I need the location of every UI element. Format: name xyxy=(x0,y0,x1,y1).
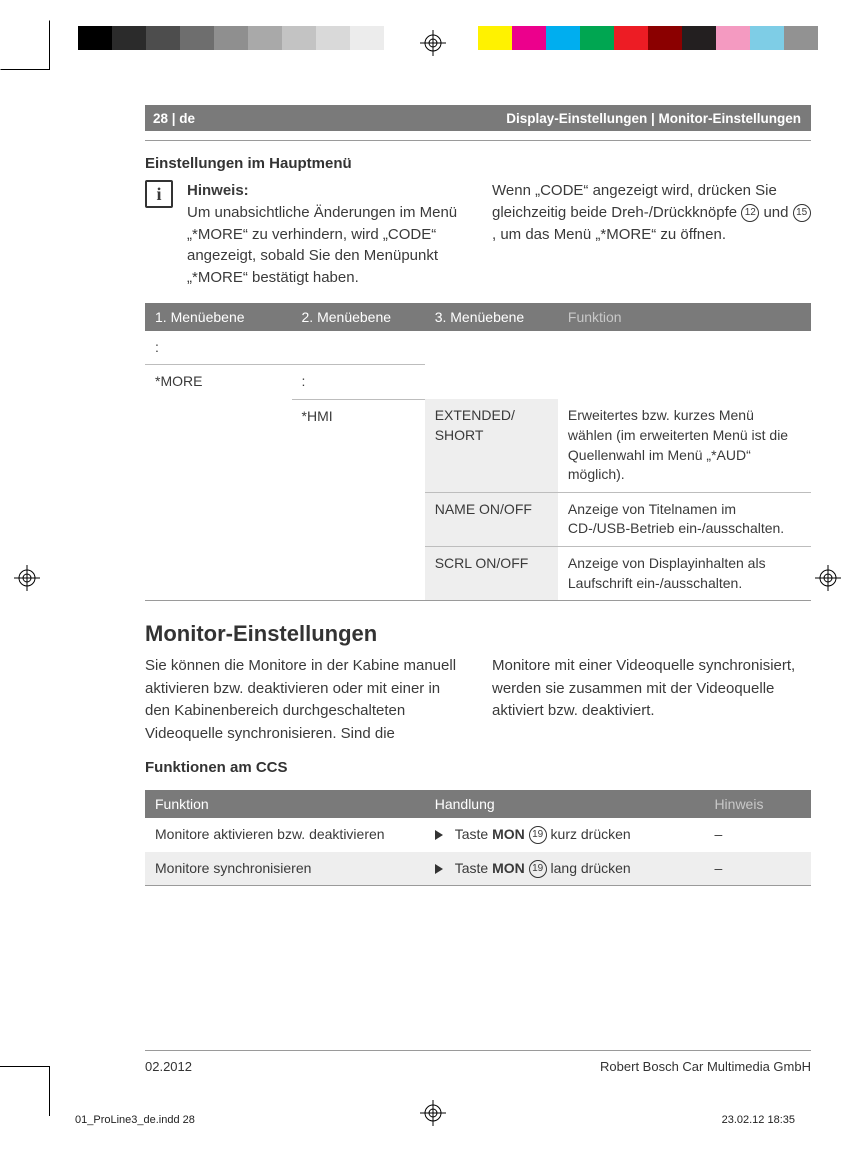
cell: *HMI xyxy=(292,399,425,600)
crop-mark-icon xyxy=(0,20,50,70)
running-head: 28 | de Display-Einstellungen | Monitor-… xyxy=(145,105,811,131)
page-footer: 02.2012 Robert Bosch Car Multimedia GmbH xyxy=(145,1050,811,1074)
registration-mark-icon xyxy=(420,30,446,56)
triangle-bullet-icon xyxy=(435,864,443,874)
triangle-bullet-icon xyxy=(435,830,443,840)
page-content: 28 | de Display-Einstellungen | Monitor-… xyxy=(145,105,811,886)
cell: Anzeige von Titelnamen im CD-/USB-Betrie… xyxy=(558,492,811,546)
menu-levels-table: 1. Menüebene 2. Menüebene 3. Menüebene F… xyxy=(145,303,811,601)
cell: : xyxy=(145,331,292,365)
cell: – xyxy=(704,852,811,886)
cell xyxy=(292,331,425,365)
registration-mark-icon xyxy=(14,565,40,591)
code-text-pre: Wenn „CODE“ angezeigt wird, drücken Sie … xyxy=(492,182,777,221)
monitor-body-right: Monitore mit einer Videoquelle synchroni… xyxy=(492,655,811,745)
btn-ref-19: 19 xyxy=(529,826,547,844)
cell: Erweitertes bzw. kurzes Menü wählen (im … xyxy=(558,399,811,492)
cell: NAME ON/OFF xyxy=(425,492,558,546)
cell: – xyxy=(704,818,811,852)
slug-timestamp: 23.02.12 18:35 xyxy=(722,1114,795,1126)
registration-mark-icon xyxy=(815,565,841,591)
info-icon: i xyxy=(145,180,173,208)
txt: Taste xyxy=(455,860,492,876)
cell: Anzeige von Displayinhalten als Laufschr… xyxy=(558,547,811,601)
cell: *MORE xyxy=(145,365,292,601)
subheading-hauptmenu: Einstellungen im Hauptmenü xyxy=(145,155,811,172)
code-text-post: , um das Menü „*MORE“ zu öffnen. xyxy=(492,226,726,243)
th-level1: 1. Menüebene xyxy=(145,303,292,331)
th-level3: 3. Menüebene xyxy=(425,303,558,331)
knob-ref-15: 15 xyxy=(793,204,811,222)
th-level2: 2. Menüebene xyxy=(292,303,425,331)
monitor-body-left: Sie können die Monitore in der Kabine ma… xyxy=(145,655,464,745)
cell: SCRL ON/OFF xyxy=(425,547,558,601)
th-hinweis: Hinweis xyxy=(704,790,811,818)
slug-file: 01_ProLine3_de.indd 28 xyxy=(75,1114,195,1126)
cell: Taste MON 19 lang drücken xyxy=(425,852,705,886)
th-funktion: Funktion xyxy=(558,303,811,331)
indesign-slug: 01_ProLine3_de.indd 28 23.02.12 18:35 xyxy=(75,1114,795,1126)
cell: : xyxy=(292,365,425,400)
section-title: Display-Einstellungen | Monitor-Einstell… xyxy=(209,105,811,131)
knob-ref-12: 12 xyxy=(741,204,759,222)
hinweis-block: Hinweis: Um unabsichtliche Änderungen im… xyxy=(187,180,464,289)
cell: Taste MON 19 kurz drücken xyxy=(425,818,705,852)
cell: Monitore aktivieren bzw. deaktivieren xyxy=(145,818,425,852)
hinweis-label: Hinweis: xyxy=(187,182,249,199)
cell: EXTENDED/ SHORT xyxy=(425,399,558,492)
code-instruction: Wenn „CODE“ angezeigt wird, drücken Sie … xyxy=(492,180,811,289)
footer-company: Robert Bosch Car Multimedia GmbH xyxy=(600,1059,811,1074)
th-handlung: Handlung xyxy=(425,790,705,818)
footer-date: 02.2012 xyxy=(145,1059,192,1074)
ccs-functions-table: Funktion Handlung Hinweis Monitore aktiv… xyxy=(145,790,811,886)
subheading-ccs: Funktionen am CCS xyxy=(145,759,811,776)
btn-ref-19: 19 xyxy=(529,860,547,878)
page-number: 28 | de xyxy=(145,105,209,131)
th-funktion: Funktion xyxy=(145,790,425,818)
code-text-mid: und xyxy=(759,204,792,221)
btn-label: MON xyxy=(492,826,525,842)
heading-monitor: Monitor-Einstellungen xyxy=(145,621,811,647)
txt: Taste xyxy=(455,826,492,842)
crop-mark-icon xyxy=(0,1066,50,1116)
cell: Monitore synchronisieren xyxy=(145,852,425,886)
cell xyxy=(425,331,558,400)
btn-label: MON xyxy=(492,860,525,876)
txt: kurz drücken xyxy=(547,826,631,842)
hinweis-body: Um unabsichtliche Änderungen im Menü „*M… xyxy=(187,204,457,286)
cell xyxy=(558,331,811,400)
txt: lang drücken xyxy=(547,860,631,876)
